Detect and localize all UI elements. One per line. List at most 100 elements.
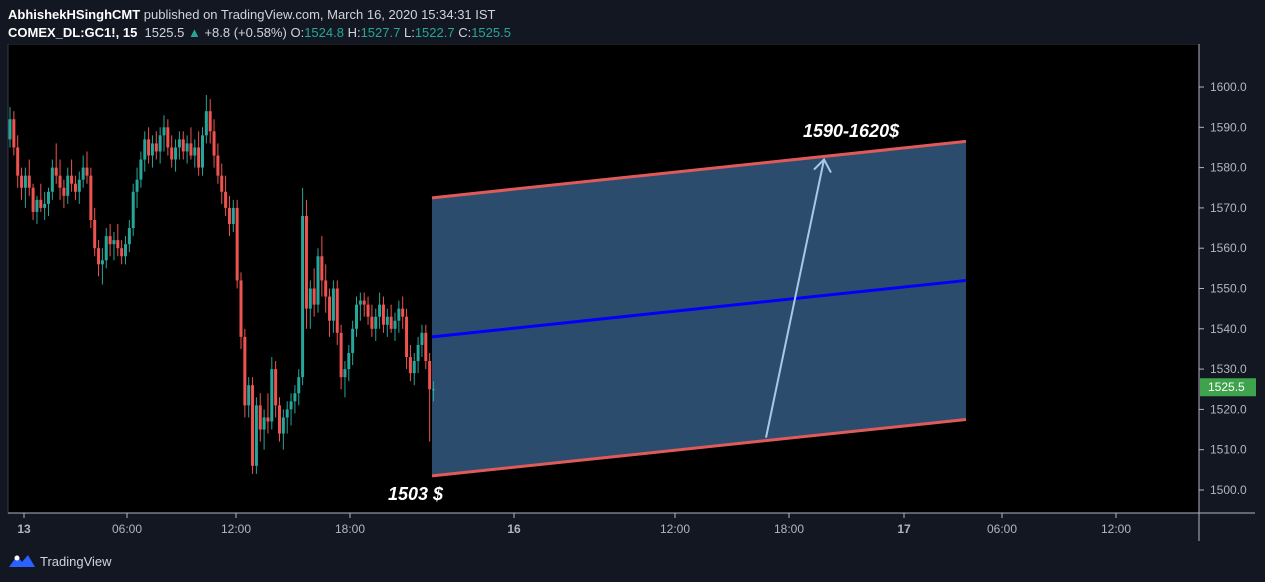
target-arrow[interactable] [765,157,832,438]
time-tick-label: 16 [507,522,521,536]
price-tick-label: 1580.0 [1210,161,1247,175]
candle-body [381,304,385,325]
candle-body [170,147,174,160]
candle-body [343,369,347,378]
candle-body [93,219,97,249]
candle-body [193,147,197,156]
candle-body [235,207,239,281]
price-tick-label: 1510.0 [1210,443,1247,457]
candle-body [420,332,424,345]
candle-body [424,332,428,362]
candle-body [428,361,432,390]
candle-body [239,280,243,337]
candle-body [58,175,62,188]
candle-body [231,207,235,225]
candle-body [177,139,181,148]
candle-body [16,147,20,176]
price-axis[interactable]: 1500.0 1510.0 1520.0 1530.0 1540.0 1550.0 1560… [1199,80,1247,497]
candle-body [370,316,374,329]
candle-body [197,147,201,168]
channel-mid-line [431,278,967,339]
price-tick-label: 1550.0 [1210,282,1247,296]
target-arrow-head [813,157,832,174]
low-price-label: 1503 $ [388,484,444,504]
candle-body [104,236,108,261]
candle-body [47,191,50,204]
regression-channel[interactable] [431,139,967,478]
candle-body [100,260,104,265]
time-tick-label: 06:00 [112,522,142,536]
candle-body [401,308,405,317]
candle-body [124,244,127,257]
author-name[interactable]: AbhishekHSinghCMT [8,7,141,22]
candle-body [143,139,147,160]
channel-upper-line [431,139,967,200]
candle-body [408,357,412,374]
candle-body [174,147,178,160]
candlestick-series[interactable] [8,95,436,474]
candle-body [347,352,351,370]
time-tick-label: 12:00 [660,522,690,536]
candle-body [216,155,220,176]
last-price-tag: 1525.5 [1200,378,1256,397]
tradingview-brand[interactable]: TradingView [40,554,112,569]
candle-body [66,175,70,196]
candle-body [293,393,297,402]
ohlc-legend: COMEX_DL:GC1!, 15 1525.5 ▲ +8.8 (+0.58%)… [8,25,511,40]
annotation-labels[interactable]: 1590-1620$ 1503 $ [388,121,900,504]
time-tick-label: 17 [897,522,911,536]
candle-body [27,175,31,188]
footer: TradingView [0,541,1265,582]
candle-body [89,175,93,220]
symbol-label[interactable]: COMEX_DL:GC1!, 15 [8,25,138,40]
candle-body [362,300,366,305]
candle-body [139,159,143,180]
close-value: 1525.5 [471,25,511,40]
time-tick-label: 18:00 [335,522,365,536]
candle-body [127,228,131,245]
price-tick-label: 1540.0 [1210,322,1247,336]
candle-body [131,191,135,229]
target-range-label: 1590-1620$ [803,121,900,141]
candle-body [405,316,409,358]
candle-body [150,143,154,156]
candle-body [31,187,35,212]
chart-area[interactable]: 1500.0 1510.0 1520.0 1530.0 1540.0 1550.0 1560… [0,43,1265,541]
time-tick-label: 13 [17,522,31,536]
price-tick-label: 1560.0 [1210,241,1247,255]
candle-body [147,139,151,156]
candle-body [154,143,158,152]
candle-body [227,207,231,225]
time-tick-label: 18:00 [774,522,804,536]
candle-body [189,143,193,156]
change-value: +8.8 (+0.58%) [204,25,287,40]
candle-body [77,179,81,192]
open-value: 1524.8 [304,25,344,40]
candle-body [35,199,39,212]
candle-body [351,328,355,353]
candle-body [85,167,89,176]
candle-body [289,401,293,410]
candle-body [135,179,139,192]
candle-body [108,236,112,245]
candle-body [8,119,12,140]
time-axis[interactable]: 13 06:00 12:00 18:00 16 12:00 18:00 17 06:00 12:0… [17,513,1131,536]
candle-body [120,248,124,257]
candle-body [281,417,285,434]
candle-body [389,316,393,329]
candle-body [39,199,43,208]
candle-body [54,167,58,176]
candle-body [366,304,370,317]
published-text: published on TradingView.com, March 16, … [143,7,496,22]
candle-body [220,175,224,192]
candle-body [258,405,262,430]
target-arrow-line [765,159,825,438]
candle-body [274,369,278,406]
candle-body [181,139,185,152]
candle-body [81,167,85,180]
price-chart[interactable]: 1500.0 1510.0 1520.0 1530.0 1540.0 1550.0 1560… [0,43,1265,541]
tradingview-logo-icon[interactable] [8,553,36,569]
time-tick-label: 06:00 [987,522,1017,536]
candle-body [312,288,316,305]
candle-body [385,316,389,325]
